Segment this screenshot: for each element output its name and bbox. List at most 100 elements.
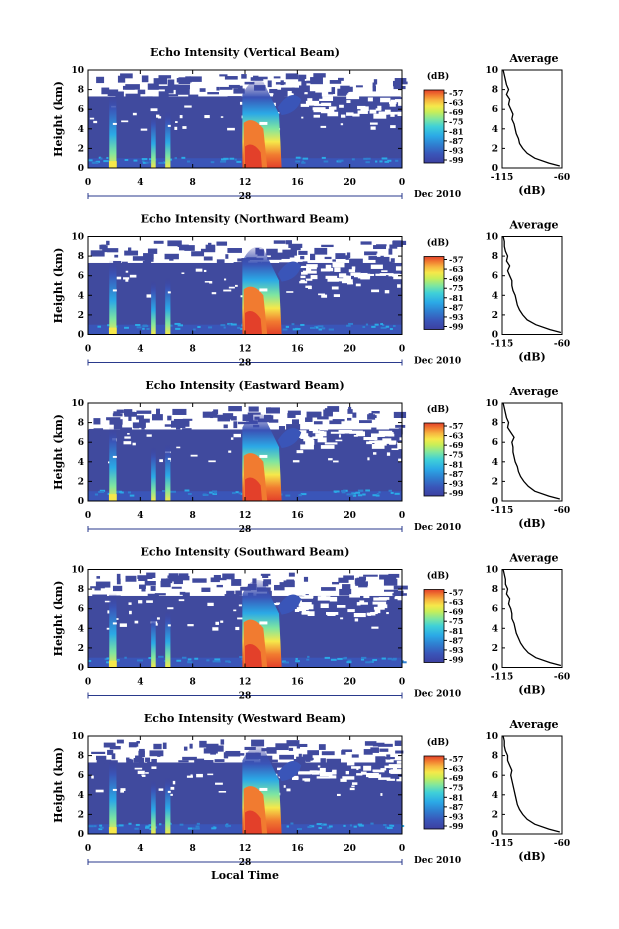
cloud-cell xyxy=(106,417,121,421)
boundary-cell xyxy=(240,327,244,330)
boundary-cell xyxy=(142,325,149,328)
colorbar-tick-label: -69 xyxy=(449,107,464,117)
boundary-cell xyxy=(380,326,387,329)
data-gap xyxy=(392,765,397,770)
data-gap xyxy=(121,120,129,123)
cloud-cell xyxy=(329,420,342,425)
cloud-cell xyxy=(167,240,182,247)
data-gap xyxy=(156,617,160,620)
boundary-cell xyxy=(282,328,288,331)
cloud-cell xyxy=(146,96,153,103)
cloud-cell xyxy=(278,426,286,433)
boundary-cell xyxy=(387,657,392,660)
data-gap xyxy=(125,270,129,273)
cloud-cell xyxy=(341,750,346,755)
bright-band-mark xyxy=(259,121,268,125)
cloud-cell xyxy=(213,574,221,580)
boundary-cell xyxy=(333,490,340,493)
data-gap xyxy=(401,264,413,269)
boundary-cell xyxy=(231,492,236,495)
data-gap xyxy=(310,265,317,270)
boundary-cell xyxy=(220,158,227,161)
data-gap xyxy=(321,595,327,598)
column-core xyxy=(108,161,117,168)
profile-x-tick-label: -115 xyxy=(491,839,514,849)
cloud-cell xyxy=(393,590,404,598)
cloud-cell xyxy=(142,260,152,267)
data-gap xyxy=(349,787,355,791)
data-gap xyxy=(390,125,396,129)
boundary-cell xyxy=(223,326,226,329)
data-gap xyxy=(327,111,339,117)
cloud-cell xyxy=(251,739,265,747)
boundary-cell xyxy=(386,827,393,830)
boundary-cell xyxy=(337,657,343,660)
profile-y-tick-label: 6 xyxy=(492,272,498,282)
convective-column xyxy=(165,444,171,501)
data-gap xyxy=(328,106,337,110)
boundary-cell xyxy=(187,660,190,663)
cloud-cell xyxy=(213,409,219,415)
cloud-cell xyxy=(286,579,295,585)
cloud-cell xyxy=(288,747,294,751)
boundary-cell xyxy=(324,656,330,659)
data-gap xyxy=(318,293,326,296)
data-gap xyxy=(300,279,305,283)
boundary-cell xyxy=(380,323,384,326)
cloud-cell xyxy=(172,408,187,415)
x-tick-label: 0 xyxy=(85,678,91,688)
boundary-cell xyxy=(124,159,129,162)
y-tick-label: 4 xyxy=(78,291,84,301)
data-gap xyxy=(167,607,174,610)
cloud-cell xyxy=(273,76,281,79)
boundary-cell xyxy=(363,157,368,160)
boundary-cell xyxy=(302,157,309,160)
data-gap xyxy=(237,617,243,620)
cloud-cell xyxy=(377,762,382,769)
cloud-cell xyxy=(287,410,301,415)
cloud-cell xyxy=(224,594,236,601)
cloud-cell xyxy=(224,76,238,80)
cloud-cell xyxy=(142,263,146,270)
panel-title: Echo Intensity (Westward Beam) xyxy=(144,712,346,725)
data-gap xyxy=(363,595,370,599)
data-gap xyxy=(120,788,126,792)
data-gap xyxy=(301,116,304,119)
x-tick-label: 8 xyxy=(190,345,196,355)
cloud-cell xyxy=(389,244,398,249)
profile-y-tick-label: 4 xyxy=(492,624,498,634)
data-gap xyxy=(228,286,235,289)
cloud-cell xyxy=(219,86,233,90)
panel-title: Echo Intensity (Northward Beam) xyxy=(141,213,350,226)
cloud-cell xyxy=(388,596,399,601)
boundary-cell xyxy=(391,824,395,827)
boundary-cell xyxy=(348,322,354,325)
cloud-cell xyxy=(274,584,285,591)
cloud-cell xyxy=(120,73,133,79)
profile-y-tick-label: 8 xyxy=(492,585,498,595)
boundary-cell xyxy=(106,661,111,664)
data-gap xyxy=(313,114,320,118)
data-gap xyxy=(320,109,335,114)
data-gap xyxy=(178,599,185,602)
bright-band-mark xyxy=(167,457,171,460)
data-gap xyxy=(370,126,376,130)
data-gap xyxy=(380,793,383,796)
x-tick-label: 20 xyxy=(343,178,356,188)
boundary-cell xyxy=(307,826,312,829)
boundary-cell xyxy=(349,824,353,827)
colorbar-tick-label: -99 xyxy=(449,821,464,831)
cloud-cell xyxy=(99,244,105,250)
x-tick-label: 0 xyxy=(85,844,91,854)
data-gap xyxy=(157,116,162,119)
data-gap xyxy=(305,100,320,106)
cloud-cell xyxy=(121,261,128,268)
boundary-cell xyxy=(228,660,231,663)
boundary-cell xyxy=(355,491,361,494)
boundary-cell xyxy=(236,160,242,163)
boundary-cell xyxy=(220,160,227,163)
boundary-cell xyxy=(365,323,369,326)
cloud-cell xyxy=(116,739,124,744)
cloud-cell xyxy=(371,410,380,414)
data-gap xyxy=(372,452,377,455)
